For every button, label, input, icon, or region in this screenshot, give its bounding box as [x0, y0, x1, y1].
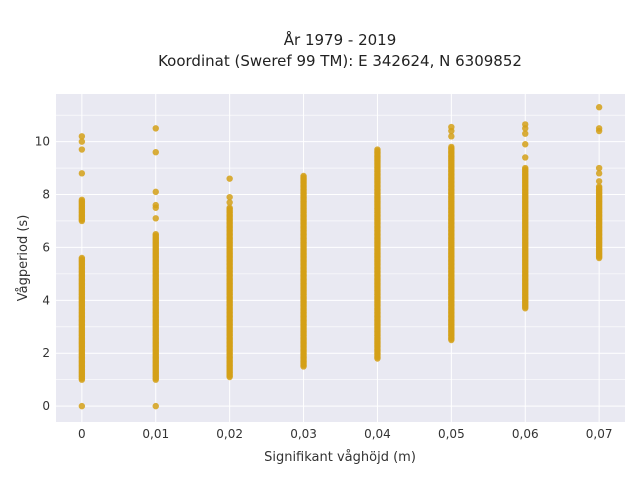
- data-point: [78, 402, 86, 410]
- x-tick-label: 0: [78, 427, 86, 441]
- data-point: [152, 402, 159, 410]
- data-point: [522, 121, 529, 128]
- data-point: [595, 183, 603, 190]
- data-point: [152, 188, 159, 196]
- data-point: [226, 199, 233, 206]
- data-point: [374, 146, 381, 153]
- data-point: [595, 178, 603, 185]
- data-point: [78, 196, 86, 204]
- y-tick-label: 2: [42, 346, 50, 360]
- data-point: [226, 204, 233, 211]
- data-point: [152, 201, 159, 209]
- data-point: [595, 104, 603, 111]
- data-point: [448, 133, 455, 140]
- y-tick-labels: 0 2 4 6 8 10: [35, 135, 50, 414]
- data-point: [522, 141, 529, 148]
- data-point: [522, 154, 529, 161]
- data-point: [152, 125, 159, 132]
- plot-area: [56, 94, 625, 422]
- data-point: [78, 133, 86, 140]
- data-point: [152, 230, 159, 238]
- y-axis-label: Vågperiod (s): [16, 215, 31, 302]
- data-point: [78, 254, 86, 262]
- data-point: [226, 193, 233, 201]
- data-point: [595, 164, 603, 172]
- y-tick-label: 4: [42, 293, 50, 307]
- x-tick-labels: 0 0,01 0,02 0,03 0,04 0,05 0,06 0,07: [78, 427, 612, 441]
- x-tick-label: 0,05: [438, 427, 465, 441]
- x-tick-label: 0,04: [364, 427, 391, 441]
- x-tick-label: 0,07: [586, 427, 613, 441]
- data-point: [78, 170, 86, 177]
- data-point: [448, 123, 455, 131]
- x-tick-label: 0,01: [142, 427, 169, 441]
- data-point: [522, 130, 529, 137]
- x-tick-label: 0,03: [290, 427, 317, 441]
- data-points: [78, 104, 603, 410]
- x-axis-label: Signifikant våghöjd (m): [264, 450, 416, 465]
- data-point: [522, 164, 529, 172]
- chart-subtitle: Koordinat (Sweref 99 TM): E 342624, N 63…: [158, 52, 522, 70]
- data-point: [78, 138, 86, 145]
- data-point: [300, 172, 307, 180]
- y-tick-label: 10: [35, 135, 50, 149]
- chart-title: År 1979 - 2019: [284, 30, 397, 49]
- data-point: [226, 175, 233, 182]
- data-point: [78, 146, 86, 153]
- y-tick-label: 8: [42, 188, 50, 202]
- y-tick-label: 0: [42, 399, 50, 413]
- data-point: [595, 125, 603, 132]
- y-tick-label: 6: [42, 240, 50, 254]
- x-tick-label: 0,06: [512, 427, 539, 441]
- data-point: [152, 215, 159, 222]
- data-point: [448, 143, 455, 151]
- x-tick-label: 0,02: [216, 427, 243, 441]
- data-point: [595, 170, 603, 177]
- data-point: [152, 148, 159, 156]
